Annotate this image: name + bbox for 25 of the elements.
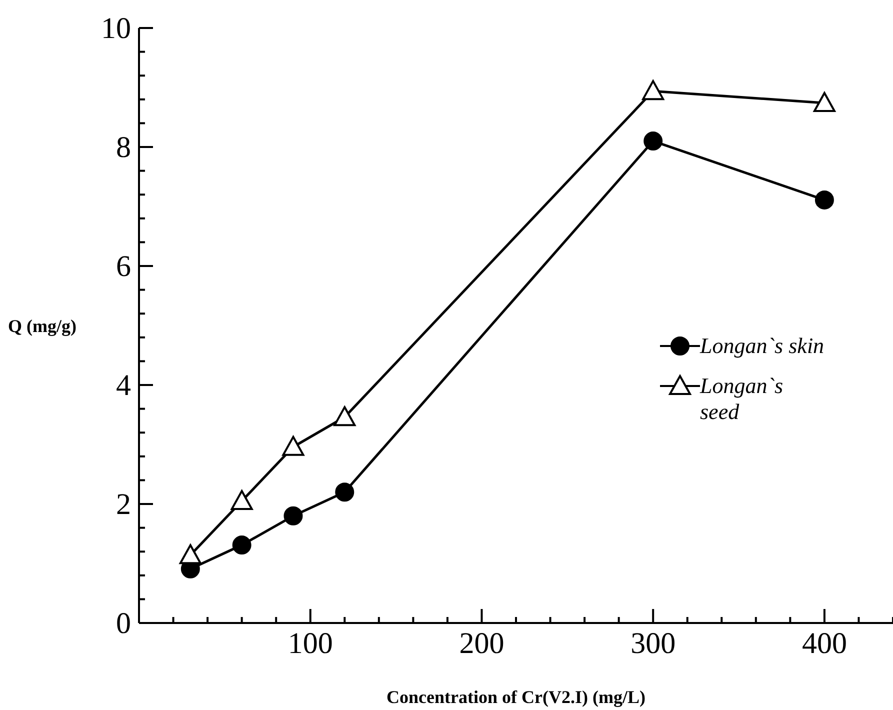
legend-label: Longan`s skin — [700, 333, 826, 359]
y-tick-label: 2 — [116, 488, 131, 521]
point — [642, 80, 664, 100]
point — [814, 190, 834, 210]
point — [230, 490, 253, 510]
point — [282, 436, 304, 456]
y-tick-label: 4 — [116, 369, 131, 402]
y-tick-label: 10 — [101, 12, 131, 45]
point — [284, 506, 303, 526]
point — [644, 132, 663, 151]
x-tick-label: 400 — [802, 627, 847, 660]
point — [179, 544, 202, 564]
y-tick-label: 6 — [116, 250, 131, 283]
x-tick-label: 100 — [288, 627, 333, 660]
x-tick-label: 200 — [459, 627, 504, 660]
x-tick-label: 300 — [630, 627, 676, 660]
point — [334, 406, 356, 426]
y-axis-title: Q (mg/g) — [8, 316, 76, 336]
point — [335, 482, 354, 502]
legend-label: Longan`s seed — [700, 373, 784, 425]
y-tick-label: 0 — [116, 607, 131, 640]
point — [813, 92, 836, 112]
x-axis-title: Concentration of Cr(V2.I) (mg/L) — [386, 687, 646, 707]
y-tick-label: 8 — [116, 131, 131, 164]
point — [232, 536, 252, 555]
